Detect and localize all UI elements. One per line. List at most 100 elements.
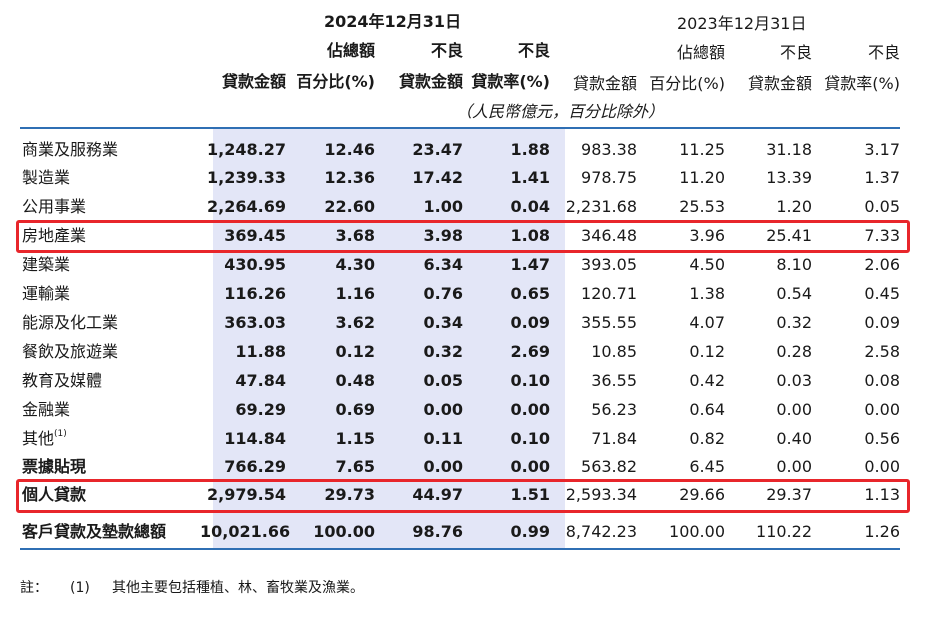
cell-2024: 363.03 bbox=[224, 313, 286, 332]
cell-2023: 0.09 bbox=[864, 313, 900, 332]
cell-2024: 0.12 bbox=[335, 342, 375, 361]
row-label-text: 個人貸款 bbox=[22, 485, 87, 504]
cell-2023: 0.00 bbox=[864, 400, 900, 419]
cell-2023: 110.22 bbox=[756, 522, 812, 541]
cell-2023: 0.32 bbox=[776, 313, 812, 332]
cell-2023: 56.23 bbox=[591, 400, 637, 419]
header-2024-loan: 貸款金額 bbox=[221, 72, 286, 91]
cell-2023: 29.37 bbox=[766, 485, 812, 504]
cell-2024: 0.48 bbox=[335, 371, 375, 390]
cell-2024: 114.84 bbox=[224, 429, 286, 448]
table-bottom-rule bbox=[20, 548, 900, 550]
cell-2023: 8.10 bbox=[776, 255, 812, 274]
row-label-text: 能源及化工業 bbox=[22, 313, 119, 332]
row-label-text: 金融業 bbox=[22, 400, 71, 419]
cell-2023: 10.85 bbox=[591, 342, 637, 361]
header-2023-npl-2: 貸款金額 bbox=[747, 74, 812, 93]
row-label-text: 運輸業 bbox=[22, 284, 71, 303]
row-label-text: 教育及媒體 bbox=[22, 371, 103, 390]
cell-2024: 0.00 bbox=[423, 457, 463, 476]
cell-2024: 0.99 bbox=[510, 522, 550, 541]
cell-2023: 1.20 bbox=[776, 197, 812, 216]
cell-2024: 1.00 bbox=[423, 197, 463, 216]
cell-2023: 2,231.68 bbox=[565, 197, 637, 216]
cell-2023: 1.26 bbox=[864, 522, 900, 541]
cell-2024: 29.73 bbox=[324, 485, 375, 504]
table-top-rule bbox=[20, 127, 900, 129]
row-label: 能源及化工業 bbox=[22, 313, 118, 333]
cell-2023: 0.28 bbox=[776, 342, 812, 361]
footnote-marker: (1) bbox=[54, 429, 67, 439]
footnote-label: 註： bbox=[20, 580, 48, 596]
cell-2023: 0.00 bbox=[864, 457, 900, 476]
cell-2023: 120.71 bbox=[581, 284, 637, 303]
cell-2024: 1.47 bbox=[510, 255, 550, 274]
cell-2024: 11.88 bbox=[235, 342, 286, 361]
cell-2024: 98.76 bbox=[412, 522, 463, 541]
cell-2024: 1,239.33 bbox=[207, 168, 286, 187]
cell-2024: 0.05 bbox=[423, 371, 463, 390]
cell-2024: 3.98 bbox=[423, 226, 463, 245]
cell-2024: 0.00 bbox=[423, 400, 463, 419]
row-label-text: 客戶貸款及墊款總額 bbox=[22, 522, 167, 541]
cell-2023: 71.84 bbox=[591, 429, 637, 448]
cell-2024: 12.36 bbox=[324, 168, 375, 187]
row-label: 房地產業 bbox=[22, 226, 86, 246]
header-2023-ratio-1: 不良 bbox=[867, 43, 900, 62]
cell-2023: 346.48 bbox=[581, 226, 637, 245]
cell-2024: 430.95 bbox=[224, 255, 286, 274]
cell-2023: 393.05 bbox=[581, 255, 637, 274]
cell-2023: 13.39 bbox=[766, 168, 812, 187]
cell-2023: 4.07 bbox=[689, 313, 725, 332]
cell-2023: 1.13 bbox=[864, 485, 900, 504]
cell-2024: 69.29 bbox=[235, 400, 286, 419]
cell-2023: 0.12 bbox=[689, 342, 725, 361]
cell-2024: 22.60 bbox=[324, 197, 375, 216]
cell-2023: 1.38 bbox=[689, 284, 725, 303]
cell-2024: 0.00 bbox=[510, 457, 550, 476]
cell-2024: 6.34 bbox=[423, 255, 463, 274]
row-label: 公用事業 bbox=[22, 197, 86, 217]
cell-2024: 369.45 bbox=[224, 226, 286, 245]
cell-2024: 47.84 bbox=[235, 371, 286, 390]
cell-2024: 12.46 bbox=[324, 140, 375, 159]
cell-2023: 0.42 bbox=[689, 371, 725, 390]
cell-2023: 11.20 bbox=[679, 168, 725, 187]
highlight-real-estate bbox=[16, 220, 910, 253]
cell-2023: 8,742.23 bbox=[565, 522, 637, 541]
cell-2024: 2,979.54 bbox=[207, 485, 286, 504]
cell-2023: 7.33 bbox=[864, 226, 900, 245]
cell-2024: 1.08 bbox=[510, 226, 550, 245]
cell-2023: 0.00 bbox=[776, 457, 812, 476]
header-2024-npl-1: 不良 bbox=[430, 41, 463, 60]
cell-2024: 17.42 bbox=[412, 168, 463, 187]
cell-2024: 1.41 bbox=[510, 168, 550, 187]
cell-2023: 0.56 bbox=[864, 429, 900, 448]
header-date-2023: 2023年12月31日 bbox=[677, 14, 807, 33]
header-2023-share-2: 百分比(%) bbox=[649, 74, 725, 93]
row-label-text: 其他 bbox=[22, 429, 55, 448]
cell-2023: 0.82 bbox=[689, 429, 725, 448]
cell-2023: 29.66 bbox=[679, 485, 725, 504]
cell-2023: 3.96 bbox=[689, 226, 725, 245]
cell-2023: 0.54 bbox=[776, 284, 812, 303]
row-label-text: 製造業 bbox=[22, 168, 71, 187]
cell-2023: 0.08 bbox=[864, 371, 900, 390]
cell-2024: 0.10 bbox=[510, 429, 550, 448]
header-2023-npl-1: 不良 bbox=[779, 43, 812, 62]
cell-2024: 1.16 bbox=[335, 284, 375, 303]
cell-2024: 3.62 bbox=[335, 313, 375, 332]
row-label: 餐飲及旅遊業 bbox=[22, 342, 118, 362]
row-label: 製造業 bbox=[22, 168, 70, 188]
cell-2023: 2.06 bbox=[864, 255, 900, 274]
cell-2024: 23.47 bbox=[412, 140, 463, 159]
cell-2024: 0.09 bbox=[510, 313, 550, 332]
cell-2024: 0.10 bbox=[510, 371, 550, 390]
cell-2024: 10,021.66 bbox=[200, 522, 291, 541]
cell-2024: 7.65 bbox=[335, 457, 375, 476]
row-label: 票據貼現 bbox=[22, 457, 86, 477]
header-2024-share-1: 佔總額 bbox=[326, 41, 375, 60]
cell-2023: 978.75 bbox=[581, 168, 637, 187]
header-2023-loan: 貸款金額 bbox=[572, 74, 637, 93]
cell-2024: 766.29 bbox=[224, 457, 286, 476]
